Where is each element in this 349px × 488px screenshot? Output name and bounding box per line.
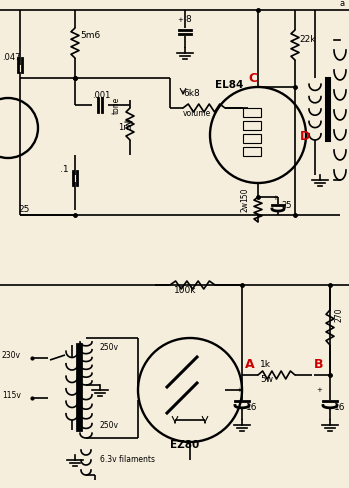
Text: EZ80: EZ80 [170,440,199,450]
Text: A: A [245,358,255,371]
Text: 5w: 5w [260,375,273,384]
Text: 270: 270 [335,307,344,322]
Text: 230v: 230v [2,351,21,360]
Text: .1: .1 [60,165,69,174]
Bar [243,121,261,130]
Bar [243,147,261,156]
Bar [243,108,261,117]
Text: B: B [314,358,324,371]
Text: D: D [300,130,310,143]
Text: 150: 150 [240,187,249,202]
Text: 6.3v filaments: 6.3v filaments [100,455,155,464]
Text: 6k8: 6k8 [183,89,200,98]
Text: a: a [340,0,345,8]
Text: 100k: 100k [174,286,196,295]
Text: 25: 25 [18,205,29,214]
Text: +: + [272,195,278,201]
Text: 16: 16 [334,403,346,412]
Text: C: C [248,72,257,85]
Text: +: + [316,387,322,393]
Text: 115v: 115v [2,391,21,400]
Text: 8: 8 [185,15,191,24]
Text: .001: .001 [92,91,110,100]
Text: tone: tone [112,97,121,114]
Text: .047: .047 [2,53,21,62]
Text: 22k: 22k [299,35,315,44]
Text: 16: 16 [246,403,258,412]
Text: 250v: 250v [100,343,119,352]
Text: volume: volume [183,109,211,118]
Text: +: + [177,17,183,23]
Bar [243,134,261,143]
Text: 1k: 1k [260,360,271,369]
Text: 25: 25 [281,201,291,210]
Text: 250v: 250v [100,421,119,430]
Text: 1m: 1m [118,123,131,132]
Text: 2w: 2w [240,201,249,212]
Text: EL84: EL84 [215,80,243,90]
Text: +: + [236,387,242,393]
Text: 5m6: 5m6 [80,31,100,40]
